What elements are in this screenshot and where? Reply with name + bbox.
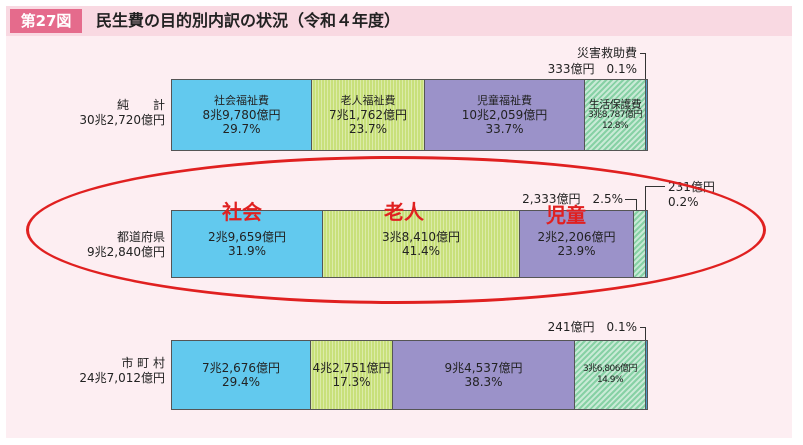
segment-category-label: 生活保護費 — [588, 97, 642, 111]
segment-child-welfare: 9兆4,537億円 38.3% — [393, 340, 575, 410]
segment-value-label: 3兆8,787億円 — [588, 109, 643, 120]
row-name: 市 町 村 — [121, 356, 165, 370]
segment-livelihood-protection: 生活保護費 3兆8,787億円 12.8% — [585, 79, 646, 151]
segment-percent-label: 14.9% — [596, 375, 624, 385]
segment-value-label: 3兆6,806億円 — [583, 364, 638, 374]
segment-value-label: 8兆9,780億円 — [202, 108, 281, 122]
segment-livelihood-protection: 3兆6,806億円 14.9% — [575, 340, 646, 410]
row-label-net: 純 計 30兆2,720億円 — [79, 98, 165, 128]
segment-elderly-welfare: 老人福祉費 7兆1,762億円 23.7% — [312, 79, 425, 151]
row-name: 純 計 — [116, 98, 165, 112]
segment-value-label: 10兆2,059億円 — [461, 108, 548, 122]
segment-disaster-relief — [646, 340, 648, 410]
segment-social-welfare: 社会福祉費 8兆9,780億円 29.7% — [171, 79, 312, 151]
segment-category-label: 社会福祉費 — [214, 94, 269, 107]
segment-percent-label: 29.7% — [222, 122, 261, 136]
segment-value-label: 7兆1,762億円 — [329, 108, 407, 122]
bar-municipalities: 7兆2,676億円 29.4% 4兆2,751億円 17.3% 9兆4,537億円 38.… — [171, 340, 648, 410]
callout-disaster-value: 333億円 0.1% — [547, 62, 637, 76]
segment-category-label: 老人福祉費 — [340, 94, 396, 107]
segment-percent-label: 23.7% — [348, 122, 388, 136]
segment-percent-label: 33.7% — [485, 122, 524, 136]
figure-header — [6, 6, 792, 36]
leader-line — [640, 53, 646, 54]
segment-disaster-relief — [646, 79, 648, 151]
row-total: 24兆7,012億円 — [79, 371, 165, 385]
callout-disaster-name: 災害救助費 — [576, 46, 637, 60]
bar-net-total: 社会福祉費 8兆9,780億円 29.7% 老人福祉費 7兆1,762億円 23.7% 児童… — [171, 79, 648, 151]
segment-category-label: 児童福祉費 — [477, 94, 532, 107]
callout-municipal-disaster: 241億円 0.1% — [547, 320, 637, 334]
annotation-elderly: 老人 — [384, 200, 424, 224]
annotation-child: 児童 — [546, 203, 586, 227]
segment-percent-label: 17.3% — [332, 375, 371, 389]
segment-value-label: 7兆2,676億円 — [202, 361, 280, 375]
segment-value-label: 4兆2,751億円 — [312, 361, 391, 375]
segment-social-welfare: 7兆2,676億円 29.4% — [171, 340, 311, 410]
highlight-ellipse — [26, 156, 766, 304]
segment-percent-label: 38.3% — [464, 375, 503, 389]
annotation-social: 社会 — [222, 200, 262, 224]
row-total: 30兆2,720億円 — [79, 113, 165, 127]
segment-percent-label: 12.8% — [601, 120, 629, 131]
segment-percent-label: 29.4% — [221, 375, 261, 389]
segment-value-label: 9兆4,537億円 — [444, 361, 523, 375]
segment-child-welfare: 児童福祉費 10兆2,059億円 33.7% — [425, 79, 585, 151]
segment-elderly-welfare: 4兆2,751億円 17.3% — [311, 340, 393, 410]
row-label-municipalities: 市 町 村 24兆7,012億円 — [79, 356, 165, 386]
leader-line — [645, 327, 646, 340]
figure-number-badge: 第27図 — [10, 9, 82, 33]
leader-line — [640, 327, 646, 328]
leader-line — [645, 53, 646, 79]
figure-title: 民生費の目的別内訳の状況（令和４年度） — [96, 11, 401, 30]
